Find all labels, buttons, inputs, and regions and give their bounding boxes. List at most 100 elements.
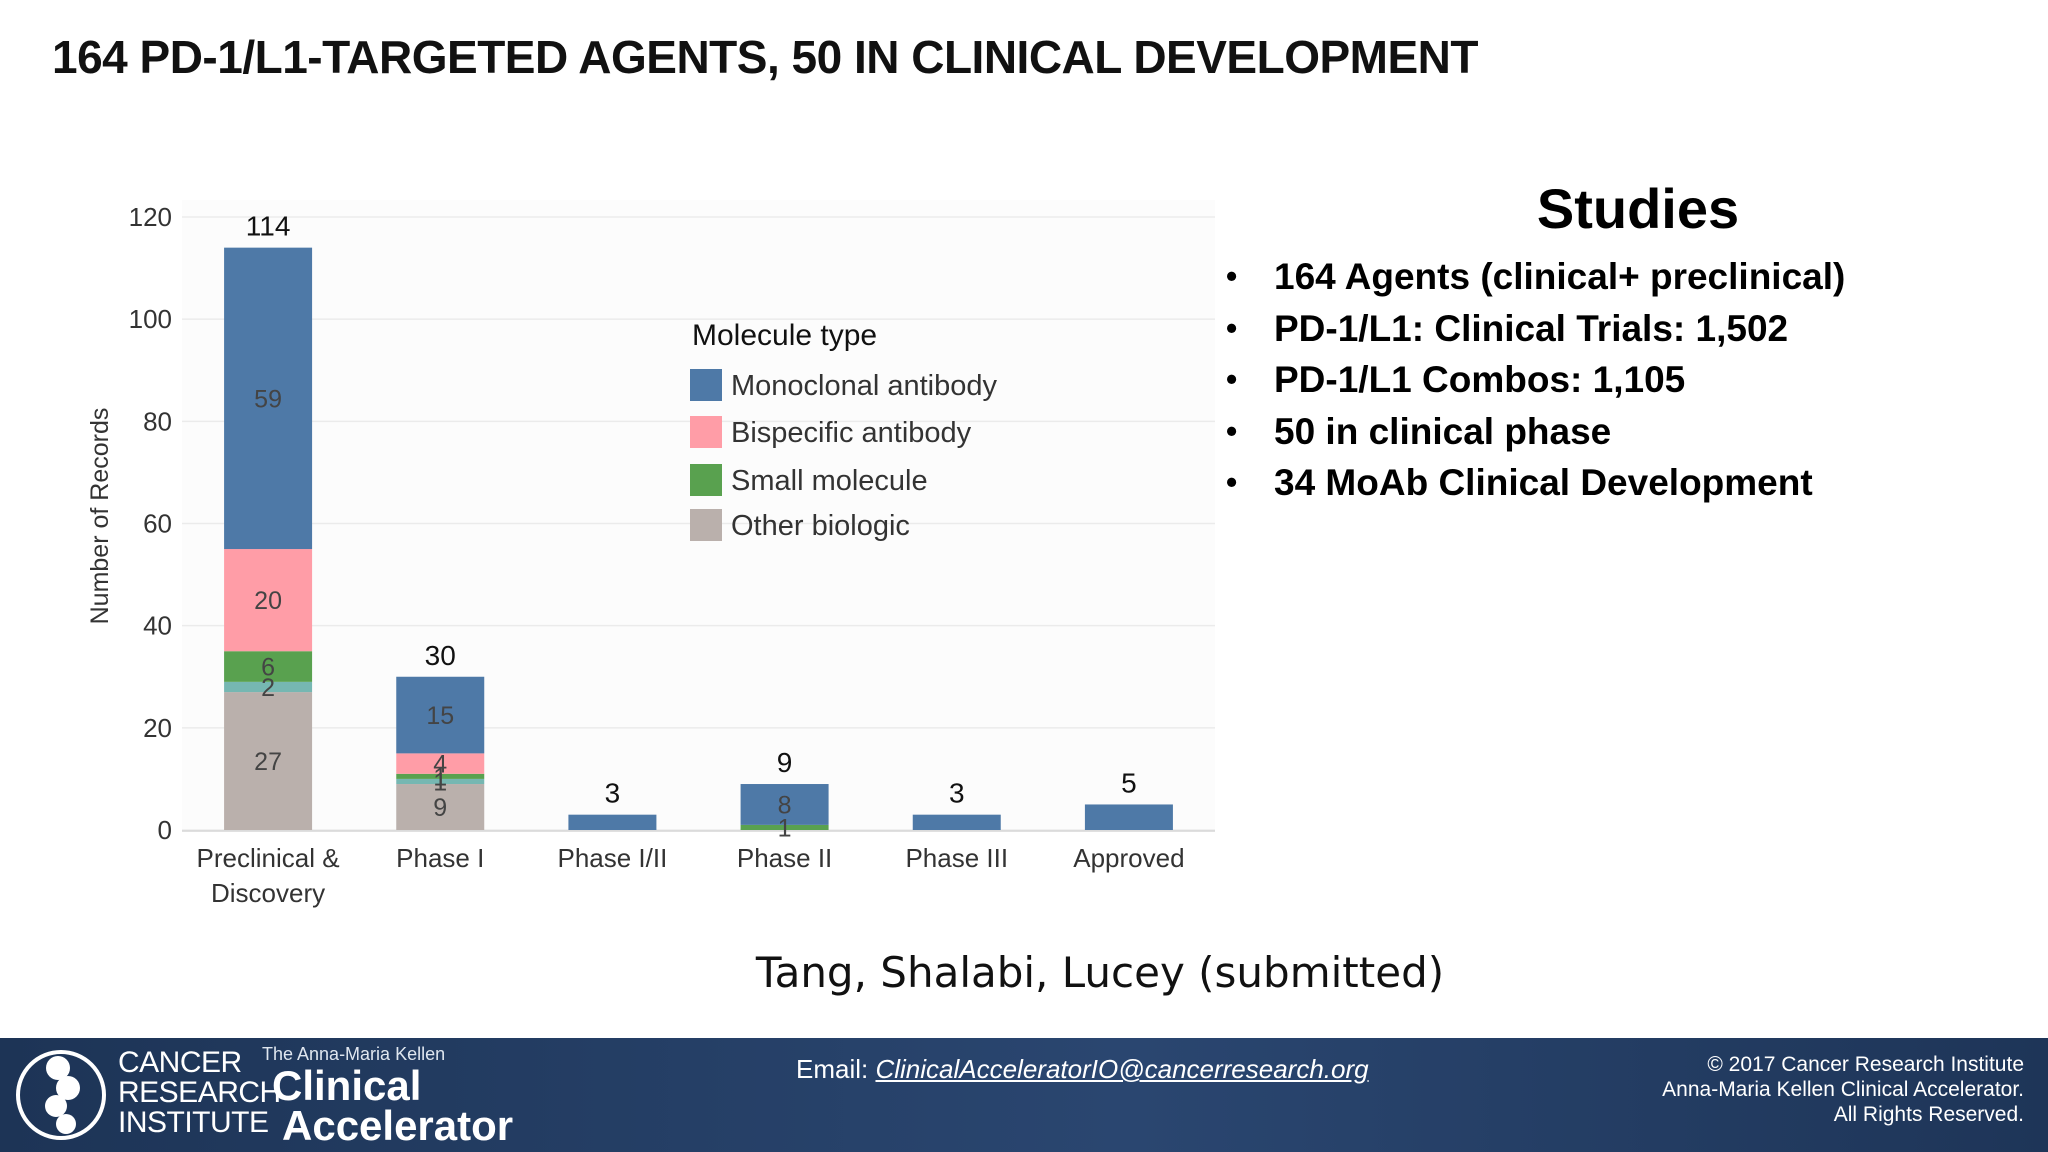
segment-value-label: 2 — [261, 674, 275, 702]
x-category-label: Phase II — [737, 843, 832, 873]
chart-bars — [224, 247, 1173, 830]
studies-item-text: 34 MoAb Clinical Development — [1274, 462, 1813, 503]
legend-swatch — [690, 464, 722, 496]
bar-segment — [740, 824, 829, 830]
segment-value-label: 4 — [433, 751, 447, 779]
accelerator-wordmark-accelerator: Accelerator — [282, 1102, 514, 1149]
studies-list: • 164 Agents (clinical+ preclinical) • PD-… — [1218, 251, 2018, 509]
cri-wordmark-line: CANCER — [118, 1046, 242, 1079]
legend-label: Other biologic — [731, 510, 910, 542]
x-category-label-line: Approved — [1073, 843, 1184, 873]
legend-swatch — [690, 509, 722, 541]
bullet-glyph: • — [1226, 464, 1238, 500]
y-tick-label: 80 — [143, 406, 172, 436]
email-link[interactable]: ClinicalAcceleratorIO@cancerresearch.org — [875, 1054, 1369, 1084]
segment-value-label: 1 — [433, 768, 447, 796]
bar-segment — [912, 814, 1001, 830]
copyright-line: All Rights Reserved. — [1833, 1103, 2024, 1126]
email-label: Email: — [796, 1054, 876, 1084]
bar-segment — [224, 247, 313, 550]
segment-value-label: 9 — [433, 794, 447, 822]
bullet-glyph: • — [1226, 309, 1238, 346]
slide-title: 164 PD-1/L1-TARGETED AGENTS, 50 IN CLINI… — [52, 31, 1478, 83]
studies-item-text: 50 in clinical phase — [1274, 410, 1612, 452]
segment-value-label: 8 — [778, 791, 792, 819]
x-category-label: Preclinical & Discovery — [197, 843, 340, 908]
segment-value-label: 27 — [254, 748, 282, 776]
studies-item: • PD-1/L1 Combos: 1,105 — [1218, 354, 2018, 406]
cri-wordmark-line: INSTITUTE — [118, 1106, 269, 1139]
cri-logo-icon — [16, 1050, 106, 1140]
segment-value-label: 15 — [426, 702, 454, 730]
cri-wordmark-line: RESEARCH — [118, 1076, 281, 1109]
segment-value-label: 59 — [254, 385, 282, 413]
bar-total-label: 114 — [246, 211, 291, 242]
x-category-label-line: Preclinical & — [197, 843, 340, 873]
studies-item: • 50 in clinical phase — [1218, 406, 2018, 458]
legend-label: Monoclonal antibody — [731, 370, 998, 402]
studies-item-text: PD-1/L1: Clinical Trials: 1,502 — [1274, 307, 1789, 349]
bullet-glyph: • — [1226, 412, 1238, 449]
footer-bar: CANCER RESEARCH INSTITUTE The Anna-Maria… — [0, 1038, 2048, 1152]
bar-segment — [224, 692, 313, 830]
accelerator-wordmark-clinical: Clinical — [272, 1062, 422, 1109]
bar-segment — [396, 773, 485, 779]
studies-item: • PD-1/L1: Clinical Trials: 1,502 — [1218, 303, 2018, 355]
copyright-line: Anna-Maria Kellen Clinical Accelerator. — [1662, 1078, 2024, 1101]
amk-subtitle: The Anna-Maria Kellen — [262, 1044, 446, 1064]
studies-item-text: PD-1/L1 Combos: 1,105 — [1274, 359, 1686, 400]
bar-total-label: 9 — [777, 747, 793, 778]
bar-segment — [396, 778, 485, 785]
bar-total-label: 30 — [425, 640, 456, 671]
x-category-label: Phase I — [396, 843, 484, 873]
segment-value-label: 20 — [254, 587, 282, 615]
legend-swatch — [690, 416, 722, 448]
bar-segment — [740, 784, 829, 825]
bullet-glyph: • — [1226, 361, 1238, 397]
segment-value-label: 6 — [261, 654, 275, 682]
x-category-label-line: Phase I/II — [557, 843, 667, 873]
x-category-label-line: Phase III — [905, 843, 1008, 873]
y-tick-label: 100 — [129, 304, 172, 334]
email-line: Email: ClinicalAcceleratorIO@cancerresea… — [796, 1054, 1369, 1085]
citation: Tang, Shalabi, Lucey (submitted) — [755, 948, 1445, 997]
segment-value-label: 1 — [433, 763, 447, 791]
segment-value-label: 1 — [778, 814, 792, 842]
copyright-line: © 2017 Cancer Research Institute — [1707, 1053, 2024, 1076]
bar-segment — [224, 549, 313, 652]
studies-item-text: 164 Agents (clinical+ preclinical) — [1274, 256, 1846, 297]
y-tick-label: 0 — [158, 815, 172, 845]
x-category-label-line: Phase II — [737, 843, 832, 873]
x-category-label: Phase I/II — [557, 843, 667, 873]
studies-heading: Studies — [1536, 177, 1740, 240]
x-category-label-line: Phase I — [396, 843, 484, 873]
x-category-label: Approved — [1073, 843, 1184, 873]
y-tick-label: 120 — [129, 202, 172, 232]
bar-total-label: 3 — [949, 778, 965, 809]
bar-total-label: 3 — [605, 778, 621, 809]
bar-segment — [396, 784, 485, 830]
studies-item: • 34 MoAb Clinical Development — [1218, 457, 2018, 509]
y-tick-label: 60 — [143, 509, 172, 539]
bullet-glyph: • — [1226, 258, 1238, 294]
bar-total-label: 5 — [1121, 767, 1137, 798]
y-axis-title: Number of Records — [86, 408, 114, 625]
bar-segment — [568, 814, 657, 830]
legend-title: Molecule type — [692, 319, 877, 352]
studies-panel: Studies • 164 Agents (clinical+ preclinic… — [1218, 176, 2018, 509]
x-category-label: Phase III — [905, 843, 1008, 873]
legend-swatch — [690, 369, 722, 401]
copyright-notice: © 2017 Cancer Research Institute Anna-Ma… — [1662, 1052, 2024, 1127]
y-tick-label: 40 — [143, 611, 172, 641]
legend-label: Bispecific antibody — [731, 417, 972, 449]
chart-legend: Molecule type Monoclonal antibody Bispecif… — [690, 319, 998, 542]
bar-segment — [396, 676, 485, 754]
bar-segment — [224, 681, 313, 693]
bar-segment — [224, 651, 313, 682]
y-tick-label: 20 — [143, 713, 172, 743]
legend-label: Small molecule — [731, 465, 928, 497]
bar-segment — [1084, 804, 1173, 830]
bar-segment — [396, 753, 485, 774]
